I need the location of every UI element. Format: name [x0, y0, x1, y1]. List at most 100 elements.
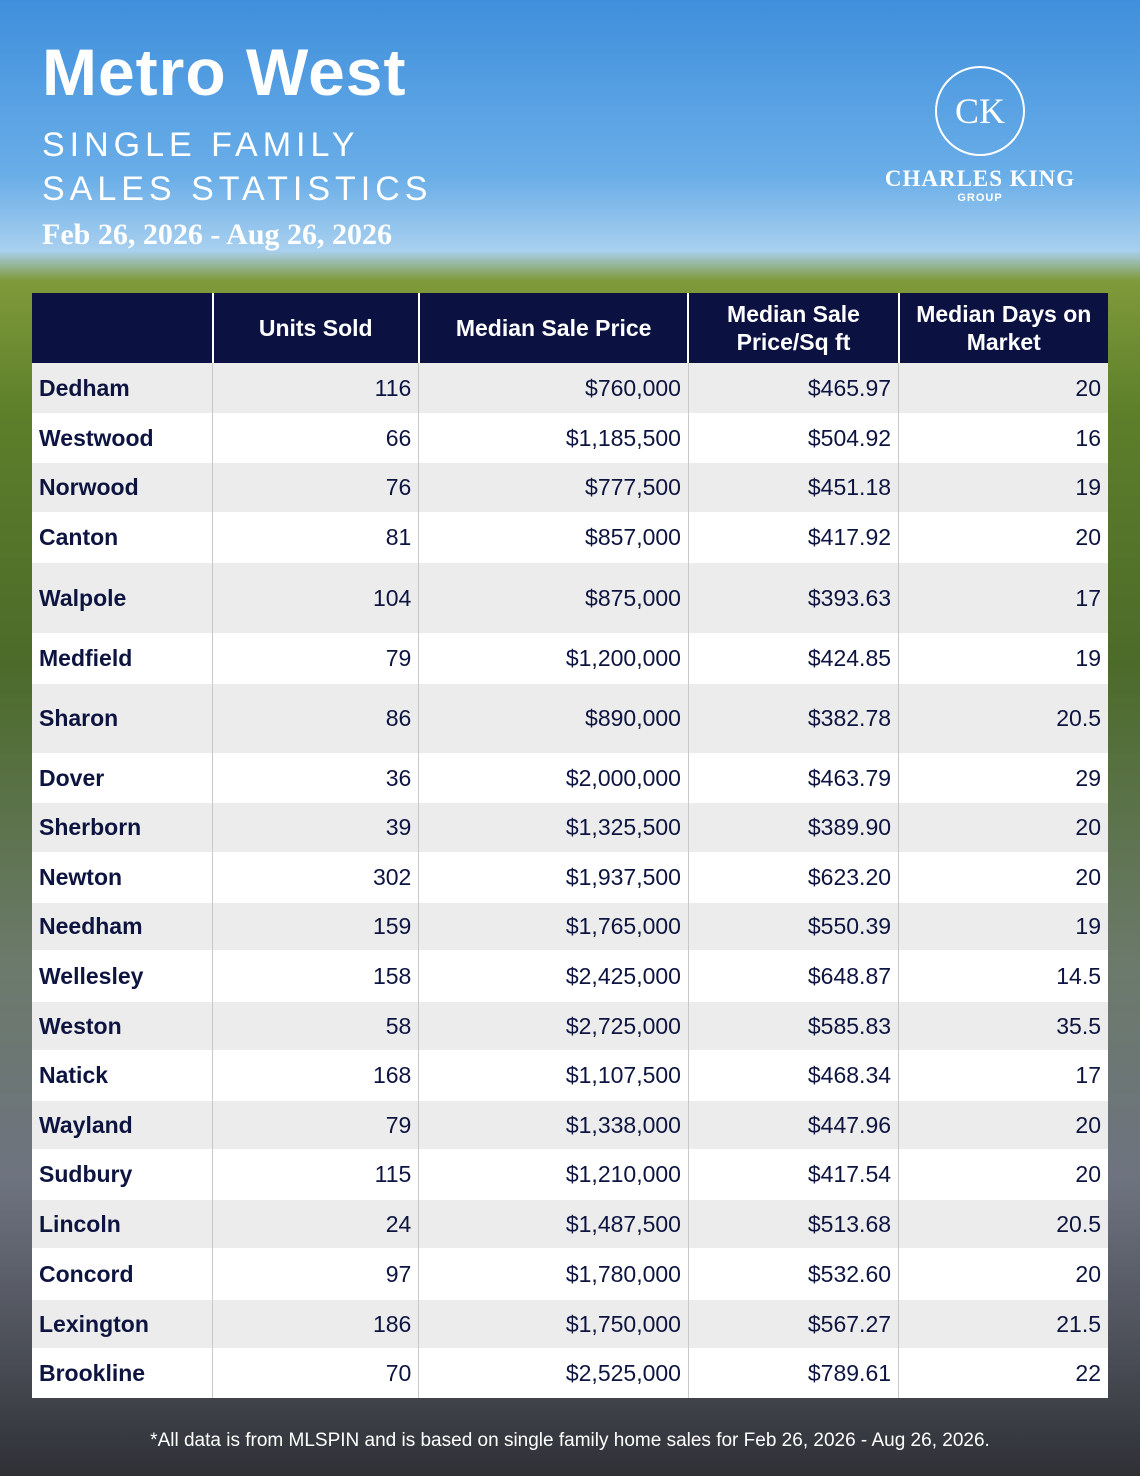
cell: $1,487,500: [418, 1200, 689, 1248]
footnote: *All data is from MLSPIN and is based on…: [150, 1430, 990, 1451]
cell: 79: [212, 633, 419, 684]
cell: 29: [898, 753, 1108, 803]
town-name: Norwood: [32, 463, 213, 512]
cell: $389.90: [687, 803, 899, 852]
cell: $2,000,000: [418, 753, 689, 803]
cell: $1,200,000: [418, 633, 689, 684]
cell: $382.78: [687, 684, 899, 753]
column-header: Median Sale Price: [417, 293, 689, 363]
cell: $468.34: [687, 1050, 899, 1101]
cell: 17: [898, 563, 1108, 633]
town-name: Sudbury: [39, 1161, 133, 1187]
table-row: Lexington 186 $1,750,000 $567.27 21.5: [32, 1300, 1108, 1348]
cell: 20: [898, 363, 1108, 413]
table-row: Brookline 70 $2,525,000 $789.61 22: [32, 1348, 1108, 1398]
town-name: Walpole: [32, 563, 213, 633]
cell: $424.85: [687, 633, 899, 684]
table-row: Norwood 76 $777,500 $451.18 19: [32, 463, 1108, 512]
logo-monogram: CK: [935, 66, 1025, 156]
table-row: Dover 36 $2,000,000 $463.79 29: [32, 753, 1108, 803]
table-row: Sharon 86 $890,000 $382.78 20.5: [32, 684, 1108, 753]
table-row: Sherborn 39 $1,325,500 $389.90 20: [32, 803, 1108, 852]
cell: $2,725,000: [418, 1002, 689, 1050]
cell: $504.92: [687, 413, 899, 463]
cell: 168: [212, 1050, 419, 1101]
cell: $1,937,500: [418, 852, 689, 903]
stats-table: Units Sold Median Sale Price Median Sale P…: [32, 293, 1108, 1398]
table-row: Dedham 116 $760,000 $465.97 20: [32, 363, 1108, 413]
cell: $513.68: [687, 1200, 899, 1248]
cell: $465.97: [687, 363, 899, 413]
cell: $1,765,000: [418, 903, 689, 950]
cell: $567.27: [687, 1300, 899, 1348]
logo: CK CHARLES KING GROUP: [880, 66, 1080, 204]
cell: 58: [212, 1002, 419, 1050]
cell: $447.96: [687, 1101, 899, 1149]
cell: $1,780,000: [418, 1248, 689, 1300]
cell: 81: [212, 512, 419, 563]
town-name: Sherborn: [32, 803, 213, 852]
date-range: Feb 26, 2026 - Aug 26, 2026: [42, 218, 393, 251]
cell: $760,000: [418, 363, 689, 413]
cell: $463.79: [687, 753, 899, 803]
town-name: Concord: [39, 1260, 134, 1287]
cell: $451.18: [687, 463, 899, 512]
cell: 115: [212, 1149, 419, 1200]
cell: 21.5: [898, 1300, 1108, 1348]
town-name: Lexington: [32, 1300, 213, 1348]
cell: $623.20: [687, 852, 899, 903]
cell: $777,500: [418, 463, 689, 512]
logo-name: CHARLES KING: [884, 166, 1076, 191]
cell: $789.61: [687, 1348, 899, 1398]
cell: 20: [898, 1149, 1108, 1200]
table-row: Westwood 66 $1,185,500 $504.92 16: [32, 413, 1108, 463]
cell: 158: [212, 950, 419, 1002]
logo-tagline: GROUP: [957, 192, 1003, 204]
cell: 19: [898, 633, 1108, 684]
table-row: Canton 81 $857,000 $417.92 20: [32, 512, 1108, 563]
cell: 19: [898, 463, 1108, 512]
town-name: Weston: [32, 1002, 213, 1050]
column-header: [32, 293, 213, 363]
cell: 20: [898, 803, 1108, 852]
cell: $857,000: [418, 512, 689, 563]
cell: 20.5: [898, 1200, 1108, 1248]
cell: $393.63: [687, 563, 899, 633]
cell: 17: [898, 1050, 1108, 1101]
town-name: Newton: [39, 864, 123, 890]
cell: 79: [212, 1101, 419, 1149]
cell: 24: [212, 1200, 419, 1248]
cell: 186: [212, 1300, 419, 1348]
table-row: Natick 168 $1,107,500 $468.34 17: [32, 1050, 1108, 1101]
town-name: Brookline: [39, 1359, 146, 1386]
table-row: Medfield 79 $1,200,000 $424.85 19: [32, 633, 1108, 684]
cell: $417.92: [687, 512, 899, 563]
cell: 97: [212, 1248, 419, 1300]
table-row: Needham 159 $1,765,000 $550.39 19: [32, 903, 1108, 950]
cell: $890,000: [418, 684, 689, 753]
cell: $532.60: [687, 1248, 899, 1300]
cell: $550.39: [687, 903, 899, 950]
town-name: Dedham: [32, 363, 213, 413]
cell: 116: [212, 363, 419, 413]
town-name: Westwood: [39, 424, 154, 451]
cell: $648.87: [687, 950, 899, 1002]
cell: $417.54: [687, 1149, 899, 1200]
column-header: Median Days on Market: [897, 293, 1108, 363]
cell: $1,107,500: [418, 1050, 689, 1101]
cell: 159: [212, 903, 419, 950]
table-row: Concord 97 $1,780,000 $532.60 20: [32, 1248, 1108, 1300]
table-row: Wayland 79 $1,338,000 $447.96 20: [32, 1101, 1108, 1149]
cell: 39: [212, 803, 419, 852]
column-header: Median Sale Price/Sq ft: [687, 293, 899, 363]
cell: 14.5: [898, 950, 1108, 1002]
header-row: Units Sold Median Sale Price Median Sale P…: [32, 293, 1108, 363]
table-row: Newton 302 $1,937,500 $623.20 20: [32, 852, 1108, 903]
town-name: Medfield: [39, 645, 133, 671]
cell: $2,425,000: [418, 950, 689, 1002]
column-header: Units Sold: [211, 293, 419, 363]
subtitle: SINGLE FAMILY: [42, 126, 360, 164]
cell: 20: [898, 1248, 1108, 1300]
cell: 36: [212, 753, 419, 803]
